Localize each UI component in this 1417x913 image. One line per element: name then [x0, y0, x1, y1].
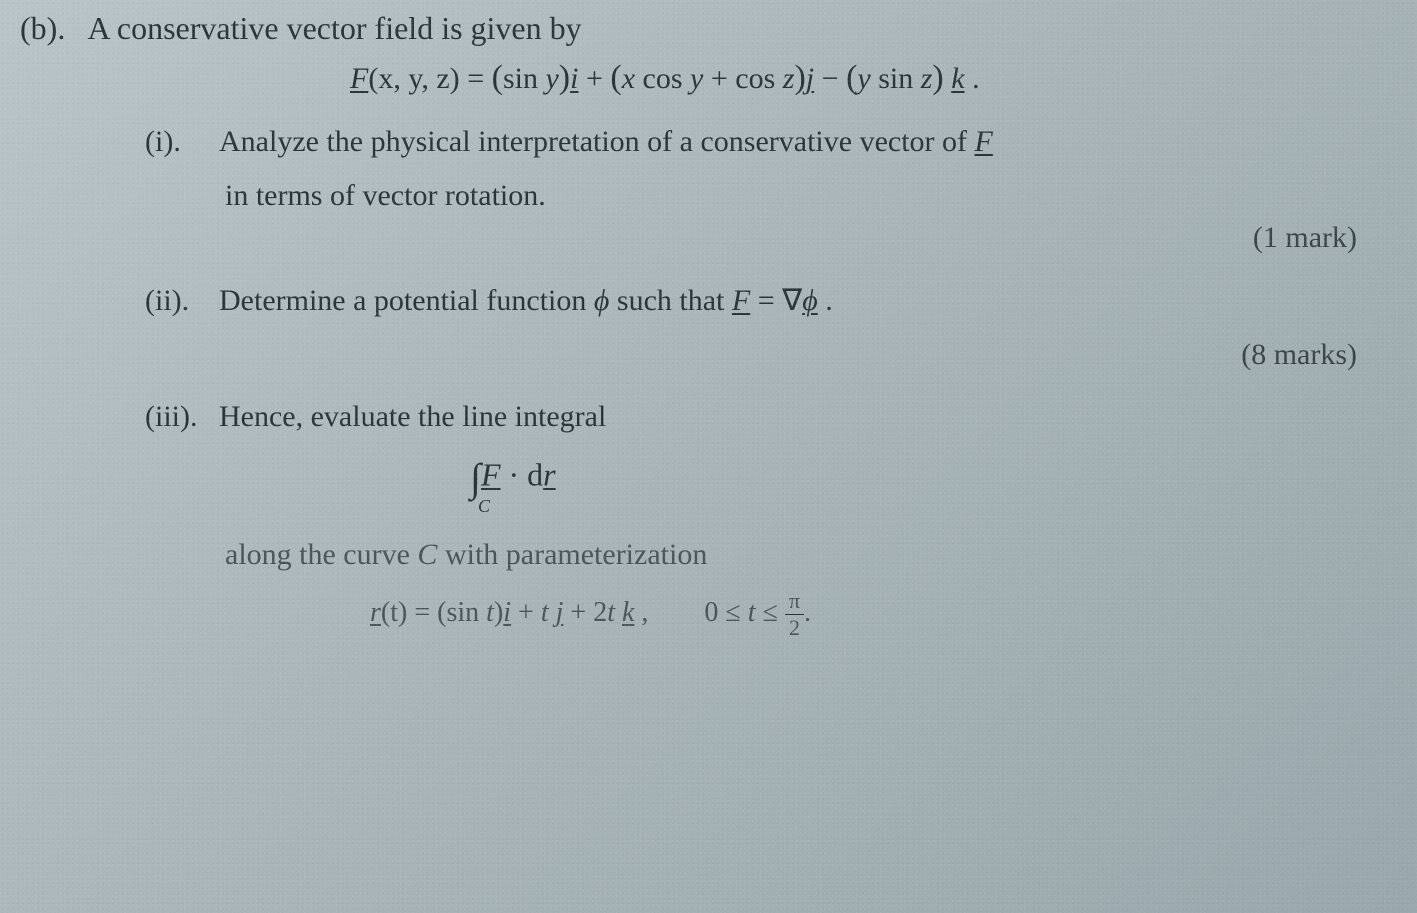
- eq-k: k: [951, 62, 964, 95]
- eq-minus: −: [814, 62, 846, 95]
- par-args: (t): [381, 597, 407, 628]
- par-t3: t: [607, 597, 622, 628]
- par-eq: =: [407, 597, 437, 628]
- eq-y3: y: [857, 62, 878, 95]
- line-integral: ∫F · dr C: [470, 454, 1377, 518]
- integral-symbol: ∫: [470, 454, 481, 502]
- eq-j: j: [806, 62, 814, 95]
- par-t1: t: [486, 597, 494, 628]
- par-frac: π2: [785, 590, 804, 639]
- subpart-ii: (ii). Determine a potential function ϕ s…: [145, 283, 1377, 318]
- par-i: i: [503, 597, 511, 628]
- sub-ii-dot: .: [818, 284, 833, 317]
- vector-field-equation: F(x, y, z) = (sin y)i + (x cos y + cos z…: [350, 59, 1377, 97]
- sub-i-label: (i).: [145, 125, 215, 159]
- par-two: 2: [593, 597, 607, 628]
- par-plus1: +: [511, 597, 541, 628]
- par-range-dot: .: [804, 597, 811, 628]
- parameterization: r(t) = (sin t)i + t j + 2t k , 0 ≤ t ≤ π…: [370, 590, 1377, 639]
- eq-p2c: ): [794, 59, 805, 96]
- sub-ii-eq: = ∇: [750, 284, 802, 317]
- eq-sin2: sin: [878, 62, 921, 95]
- sub-ii-phi: ϕ: [594, 284, 610, 317]
- int-dot: · d: [501, 456, 544, 492]
- eq-p2o: (: [610, 59, 621, 96]
- par-k: k: [622, 597, 634, 628]
- eq-z1: z: [783, 62, 795, 95]
- along-curve-text: along the curve C with parameterization: [225, 538, 1377, 572]
- par-plus2: +: [563, 597, 593, 628]
- eq-dot: .: [965, 62, 980, 95]
- sub-ii-text2: such that: [609, 284, 731, 317]
- par-frac-num: π: [785, 590, 804, 615]
- along-text1: along the curve: [225, 538, 417, 571]
- eq-plus1: +: [578, 62, 610, 95]
- par-comma: ,: [634, 597, 648, 628]
- eq-p1o: (: [492, 59, 503, 96]
- int-F: F: [481, 456, 501, 492]
- sub-i-F: F: [975, 125, 993, 158]
- part-b-heading: (b). A conservative vector field is give…: [20, 10, 1377, 47]
- eq-x: x: [622, 62, 643, 95]
- part-b-intro: A conservative vector field is given by: [88, 10, 582, 46]
- along-text2: with parameterization: [437, 538, 707, 571]
- eq-cos2: cos: [735, 62, 783, 95]
- par-frac-den: 2: [785, 615, 804, 639]
- subpart-iii: (iii). Hence, evaluate the line integral: [145, 400, 1377, 434]
- par-sin: sin: [446, 597, 486, 628]
- int-sub-C: C: [478, 496, 1377, 518]
- along-C: C: [417, 538, 437, 571]
- par-range-t: t: [748, 597, 756, 628]
- eq-args: (x, y, z): [368, 62, 459, 95]
- sub-i-line1: Analyze the physical interpretation of a…: [219, 125, 975, 158]
- eq-p1c: ): [559, 59, 570, 96]
- par-r: r: [370, 597, 381, 628]
- part-b-label: (b).: [20, 10, 65, 46]
- par-range-lo: 0 ≤: [704, 597, 747, 628]
- eq-F: F: [350, 62, 368, 95]
- par-range-le: ≤: [756, 597, 785, 628]
- eq-plus2: +: [703, 62, 735, 95]
- sub-ii-label: (ii).: [145, 284, 215, 318]
- eq-y1: y: [545, 62, 558, 95]
- eq-y2: y: [690, 62, 703, 95]
- sub-iii-text: Hence, evaluate the line integral: [219, 400, 606, 433]
- eq-sin1: sin: [503, 62, 546, 95]
- sub-i-marks: (1 mark): [20, 221, 1357, 255]
- sub-ii-text1: Determine a potential function: [219, 284, 594, 317]
- sub-ii-phi2: ϕ: [802, 284, 818, 317]
- eq-z2: z: [921, 62, 933, 95]
- eq-cos1: cos: [643, 62, 691, 95]
- sub-iii-label: (iii).: [145, 400, 215, 434]
- eq-eq: =: [460, 62, 492, 95]
- par-close: ): [494, 597, 503, 628]
- eq-p3o: (: [846, 59, 857, 96]
- subpart-i: (i). Analyze the physical interpretation…: [145, 125, 1377, 159]
- eq-p3c: ): [932, 59, 943, 96]
- int-r: r: [543, 456, 555, 492]
- sub-i-line2: in terms of vector rotation.: [225, 179, 1377, 213]
- sub-ii-F: F: [732, 284, 750, 317]
- sub-ii-marks: (8 marks): [20, 338, 1357, 372]
- par-t2: t: [541, 597, 556, 628]
